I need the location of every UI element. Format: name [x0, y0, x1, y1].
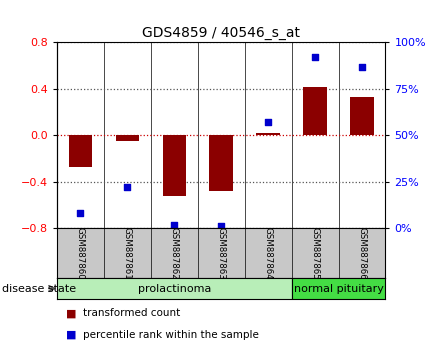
Bar	[116, 136, 139, 141]
Text: transformed count: transformed count	[83, 308, 180, 318]
Bar	[350, 97, 374, 136]
Point	[311, 55, 318, 60]
Point	[171, 222, 178, 228]
Text: normal pituitary: normal pituitary	[293, 284, 383, 293]
Text: GSM887860: GSM887860	[76, 227, 85, 280]
Bar	[209, 136, 233, 191]
Text: disease state: disease state	[2, 284, 76, 293]
Text: prolactinoma: prolactinoma	[138, 284, 211, 293]
Bar	[162, 136, 186, 196]
Bar	[292, 278, 385, 299]
Text: GSM887862: GSM887862	[170, 227, 179, 280]
Text: GSM887861: GSM887861	[123, 227, 132, 280]
Bar	[57, 278, 292, 299]
Text: GSM887864: GSM887864	[264, 227, 272, 280]
Text: ■: ■	[66, 308, 76, 318]
Point	[265, 120, 272, 125]
Point	[218, 224, 225, 229]
Point	[124, 185, 131, 190]
Text: GSM887863: GSM887863	[217, 227, 226, 280]
Point	[358, 64, 365, 69]
Text: percentile rank within the sample: percentile rank within the sample	[83, 330, 259, 339]
Text: ■: ■	[66, 330, 76, 339]
Bar	[256, 133, 280, 136]
Bar	[69, 136, 92, 167]
Bar	[303, 87, 327, 136]
Point	[77, 211, 84, 216]
Title: GDS4859 / 40546_s_at: GDS4859 / 40546_s_at	[142, 26, 300, 40]
Text: GSM887866: GSM887866	[357, 227, 367, 280]
Text: GSM887865: GSM887865	[311, 227, 320, 280]
